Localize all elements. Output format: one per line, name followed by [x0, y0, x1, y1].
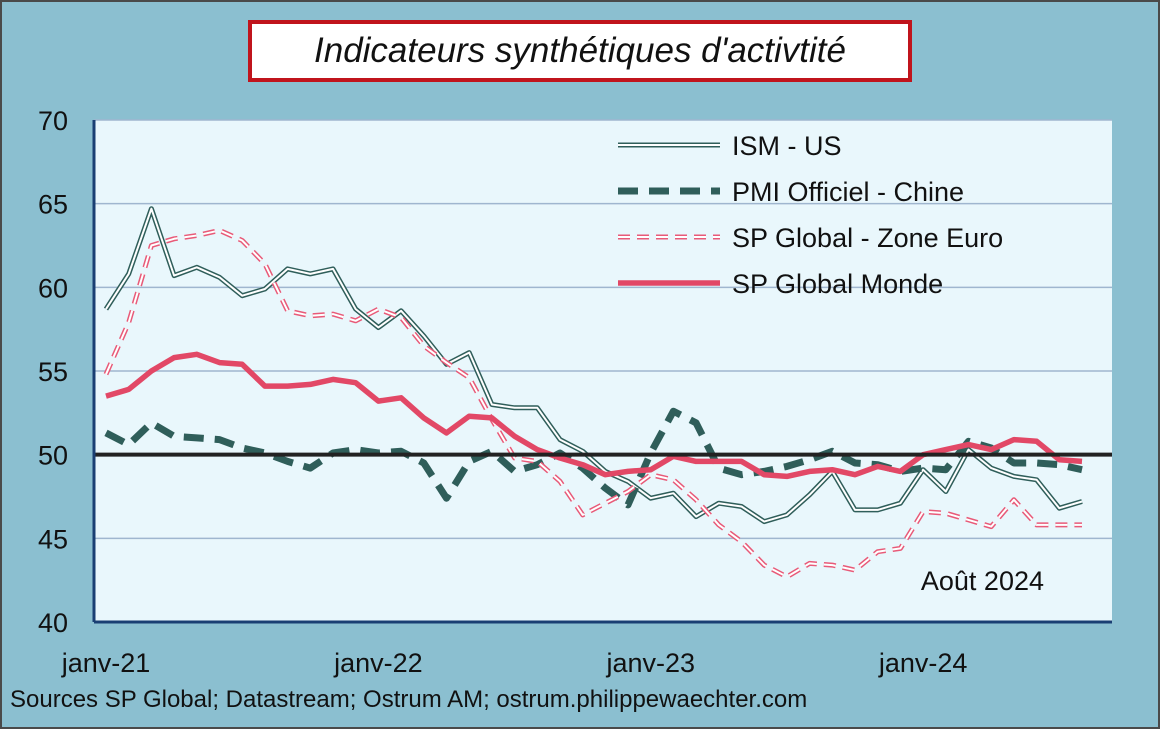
y-tick-labels: 40 45 50 55 60 65 70	[38, 106, 68, 638]
legend-item-euro: SP Global - Zone Euro	[618, 223, 1003, 253]
series-line-euro-inner	[105, 229, 1082, 578]
series-china	[104, 407, 1083, 509]
y-tick-60: 60	[38, 273, 68, 303]
series-euro	[103, 227, 1082, 580]
y-tick-40: 40	[38, 608, 68, 638]
axes	[92, 120, 1112, 624]
x-tick-janv-23: janv-23	[605, 648, 695, 678]
x-tick-janv-24: janv-24	[878, 648, 968, 678]
y-tick-50: 50	[38, 441, 68, 471]
x-tick-janv-21: janv-21	[61, 648, 151, 678]
y-tick-55: 55	[38, 357, 68, 387]
series-world	[105, 351, 1083, 480]
y-tick-45: 45	[38, 524, 68, 554]
series-line-china	[104, 407, 1083, 509]
legend-label-china: PMI Officiel - Chine	[732, 177, 964, 207]
x-tick-labels: janv-21 janv-22 janv-23 janv-24	[61, 648, 968, 678]
legend-item-world: SP Global Monde	[618, 269, 943, 299]
series-line-ism-inner	[105, 207, 1083, 523]
y-tick-65: 65	[38, 190, 68, 220]
y-tick-70: 70	[38, 106, 68, 136]
legend-label-world: SP Global Monde	[732, 269, 943, 299]
legend: ISM - US PMI Officiel - Chine SP Global - …	[618, 131, 1003, 299]
chart-title: Indicateurs synthétiques d'activtité	[314, 31, 846, 70]
x-tick-janv-22: janv-22	[333, 648, 423, 678]
legend-item-ism: ISM - US	[618, 131, 842, 161]
chart-title-box: Indicateurs synthétiques d'activtité	[248, 20, 912, 82]
legend-label-ism: ISM - US	[732, 131, 842, 161]
legend-item-china: PMI Officiel - Chine	[618, 177, 964, 207]
date-annotation: Août 2024	[921, 566, 1044, 596]
legend-label-euro: SP Global - Zone Euro	[732, 223, 1003, 253]
source-note: Sources SP Global; Datastream; Ostrum AM…	[10, 686, 808, 713]
series-line-world	[105, 351, 1083, 480]
series-lines	[103, 206, 1083, 580]
series-ism	[103, 206, 1083, 525]
